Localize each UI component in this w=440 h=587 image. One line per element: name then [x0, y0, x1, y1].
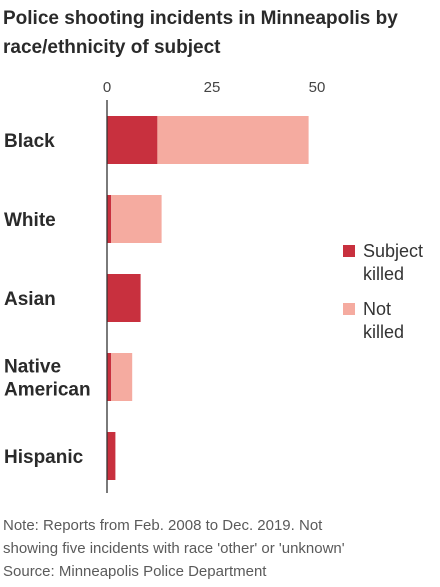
note-line-2: showing five incidents with race 'other'…	[3, 540, 345, 557]
bar-black-not-killed	[157, 116, 309, 164]
bar-hispanic-subject-killed	[107, 432, 116, 480]
legend-label-not-killed: Not killed	[363, 299, 404, 342]
source-line: Source: Minneapolis Police Department	[3, 563, 267, 580]
legend-label-subject-killed: Subject killed	[363, 241, 423, 284]
note-line-1: Note: Reports from Feb. 2008 to Dec. 201…	[3, 517, 323, 534]
x-tick-label-25: 25	[204, 79, 221, 96]
x-tick-label-0: 0	[103, 79, 111, 96]
bar-black-subject-killed	[107, 116, 158, 164]
category-labels: Black White Asian Native American Hispanic	[4, 131, 91, 468]
legend-swatch-subject-killed	[343, 245, 355, 257]
x-axis-ticks: 0 25 50	[103, 79, 326, 96]
bars	[107, 116, 309, 480]
bar-white-not-killed	[111, 195, 162, 243]
legend: Subject killed Not killed	[343, 241, 423, 342]
legend-swatch-not-killed	[343, 303, 355, 315]
chart-plot: 0 25 50 Black White Asian Native American Hispa…	[4, 79, 423, 493]
chart-title: Police shooting incidents in Minneapolis…	[3, 8, 398, 58]
bar-native-american-not-killed	[111, 353, 133, 401]
category-label-white: White	[4, 210, 56, 231]
bar-asian-subject-killed	[107, 274, 141, 322]
bar-white-subject-killed	[107, 195, 112, 243]
category-label-asian: Asian	[4, 289, 56, 310]
x-tick-label-50: 50	[309, 79, 326, 96]
bar-native-american-subject-killed	[107, 353, 112, 401]
category-label-native-american: Native American	[4, 357, 91, 401]
category-label-hispanic: Hispanic	[4, 447, 84, 468]
category-label-black: Black	[4, 131, 55, 152]
chart-notes: Note: Reports from Feb. 2008 to Dec. 201…	[3, 514, 439, 583]
